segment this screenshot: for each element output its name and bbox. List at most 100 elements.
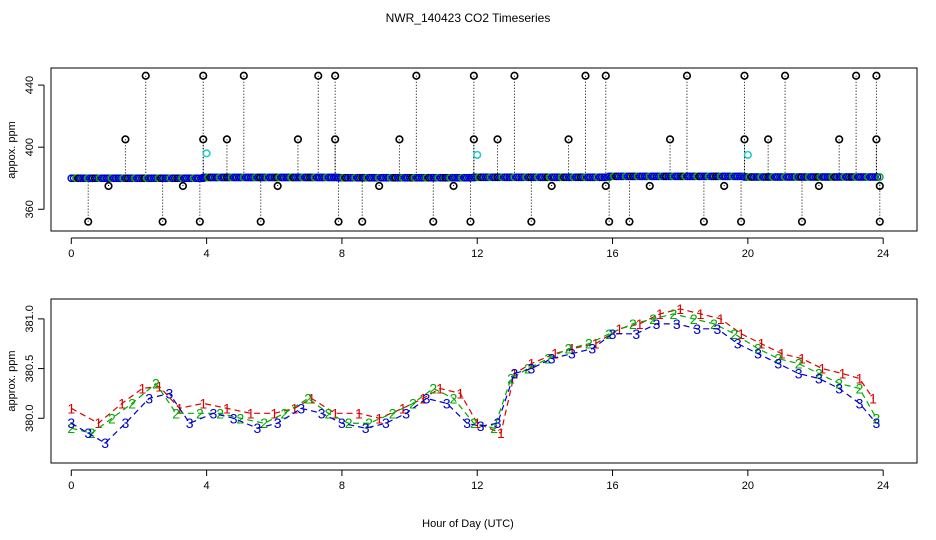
bottom-y-tick-label: 380.0 [24, 405, 36, 433]
outlier-marker [84, 217, 93, 226]
baseline-marker [436, 173, 445, 182]
baseline-marker [583, 173, 592, 182]
series-point-2: 2 [196, 405, 204, 421]
baseline-marker [204, 173, 212, 182]
outlier-marker [222, 135, 232, 144]
baseline-marker [346, 173, 355, 182]
baseline-marker [253, 173, 262, 182]
baseline-marker [215, 173, 224, 182]
series-point-1: 1 [331, 405, 339, 421]
series-point-1: 1 [94, 415, 102, 431]
baseline-marker [479, 173, 488, 182]
baseline-marker [244, 173, 253, 182]
series-point-3: 3 [653, 316, 661, 332]
baseline-marker [284, 173, 293, 182]
baseline-marker [757, 173, 765, 181]
baseline-marker [700, 172, 709, 181]
outlier-marker [797, 217, 807, 226]
baseline-marker [403, 173, 412, 182]
outlier-marker [199, 135, 208, 144]
series-point-2: 2 [649, 311, 657, 327]
baseline-marker [728, 172, 737, 181]
bottom-y-tick-label: 380.5 [24, 355, 36, 383]
baseline-marker [220, 173, 229, 182]
baseline-marker [783, 173, 792, 181]
baseline-marker [868, 173, 877, 181]
baseline-marker [859, 173, 868, 181]
baseline-marker [771, 173, 780, 181]
series-point-2: 2 [324, 405, 332, 421]
baseline-marker [818, 173, 827, 181]
baseline-marker [816, 173, 825, 181]
baseline-marker [752, 173, 761, 181]
baseline-marker [814, 173, 822, 181]
baseline-marker [315, 173, 324, 182]
baseline-marker [431, 173, 440, 182]
baseline-marker [275, 173, 284, 182]
baseline-marker [693, 172, 701, 181]
series-point-1: 1 [737, 326, 745, 342]
outlier-marker [625, 217, 634, 226]
top-x-tick-label: 4 [204, 248, 210, 260]
top-ylabel: appox. ppm [6, 121, 18, 178]
baseline-marker [325, 173, 333, 182]
series-point-2: 2 [88, 425, 96, 441]
top-plot-frame [50, 67, 918, 232]
baseline-marker [856, 173, 865, 181]
baseline-marker [678, 172, 687, 181]
baseline-marker [334, 173, 343, 182]
baseline-marker [441, 173, 450, 182]
outlier-marker [564, 135, 573, 144]
outlier-marker [665, 135, 675, 144]
baseline-marker [747, 173, 756, 181]
series-point-1: 1 [247, 405, 255, 421]
baseline-marker [709, 172, 718, 181]
series-point-1: 1 [527, 356, 535, 372]
series-point-2: 2 [754, 341, 762, 357]
baseline-marker [356, 173, 364, 182]
baseline-marker [341, 173, 350, 182]
outlier-marker [412, 71, 421, 80]
baseline-marker [377, 173, 386, 182]
baseline-marker [246, 173, 255, 182]
series-point-2: 2 [873, 410, 881, 426]
series-point-2: 2 [730, 326, 738, 342]
series-point-1: 1 [291, 400, 299, 416]
baseline-marker [849, 173, 858, 181]
baseline-marker [496, 173, 504, 182]
baseline-marker [802, 173, 811, 181]
baseline-marker [769, 173, 777, 181]
series-point-1: 1 [869, 390, 877, 406]
bottom-x-tick-label: 8 [339, 480, 345, 492]
series-point-3: 3 [795, 366, 803, 382]
outlier-marker [872, 71, 881, 80]
baseline-marker [211, 173, 219, 182]
series-point-2: 2 [670, 306, 678, 322]
baseline-marker [367, 173, 376, 182]
bottom-x-tick-label: 20 [742, 480, 754, 492]
baseline-marker [472, 173, 481, 182]
outlier-marker [835, 135, 844, 144]
baseline-marker [553, 173, 561, 182]
baseline-marker [417, 173, 426, 182]
baseline-marker [517, 173, 526, 182]
baseline-marker [484, 173, 492, 182]
baseline-marker [555, 173, 564, 182]
outlier-marker [682, 71, 692, 80]
baseline-marker [365, 173, 374, 182]
series-point-3: 3 [463, 415, 471, 431]
baseline-marker [396, 173, 405, 182]
baseline-marker [871, 173, 879, 181]
series-point-3: 3 [253, 420, 261, 436]
series-point-3: 3 [548, 351, 556, 367]
baseline-marker [434, 173, 443, 182]
baseline-marker [208, 173, 217, 182]
baseline-marker [688, 172, 697, 181]
baseline-marker [541, 173, 549, 182]
baseline-marker [647, 172, 656, 181]
outlier-marker [740, 135, 749, 144]
baseline-marker [562, 173, 571, 182]
series-point-1: 1 [592, 336, 600, 352]
baseline-marker [811, 173, 820, 181]
